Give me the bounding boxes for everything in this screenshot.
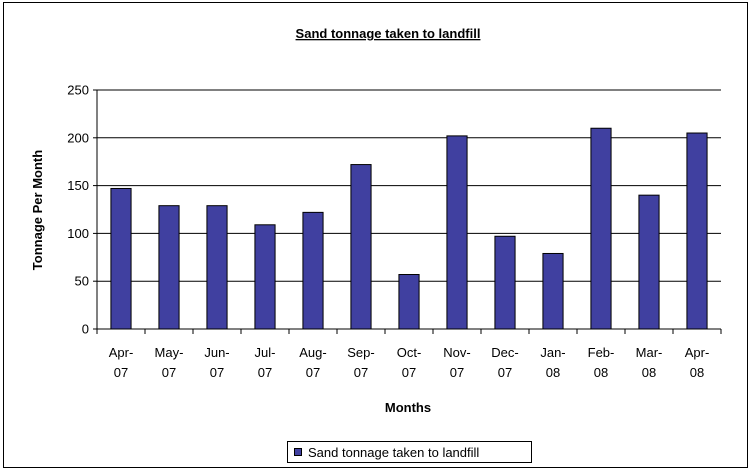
x-tick-label-line: 08: [642, 365, 656, 380]
legend-swatch: [294, 448, 302, 456]
bar: [254, 224, 276, 330]
x-tick-label-line: 07: [498, 365, 512, 380]
x-tick-label: Aug- 07: [299, 345, 326, 380]
x-tick-label: Feb- 08: [588, 345, 615, 380]
bar: [110, 187, 132, 330]
bar: [638, 194, 660, 330]
x-tick-label-line: 07: [450, 365, 464, 380]
x-tick-label-line: Jul-: [255, 345, 276, 360]
bar: [446, 135, 468, 330]
x-tick-label-line: Sep-: [347, 345, 374, 360]
x-tick-label: Nov- 07: [443, 345, 470, 380]
y-tick-label: 150: [67, 178, 89, 193]
x-tick-label-line: 07: [354, 365, 368, 380]
x-tick-label-line: 07: [258, 365, 272, 380]
bar: [206, 205, 228, 330]
x-tick-label-line: Apr-: [109, 345, 134, 360]
x-tick-label-line: Jun-: [204, 345, 229, 360]
gridlines: [93, 89, 721, 330]
chart-title: Sand tonnage taken to landfill: [296, 26, 481, 41]
bar: [158, 205, 180, 330]
x-tick-label-line: May-: [155, 345, 184, 360]
axes: [96, 90, 722, 334]
x-tick-labels: Apr-07May-07Jun-07Jul-07Aug-07Sep-07Oct-…: [109, 345, 710, 380]
bar: [350, 164, 372, 330]
x-tick-label-line: 08: [594, 365, 608, 380]
bar: [398, 274, 420, 330]
x-tick-label: Dec- 07: [491, 345, 518, 380]
x-tick-label: Jan- 08: [540, 345, 565, 380]
y-tick-label: 250: [67, 83, 89, 98]
x-tick-label-line: Nov-: [443, 345, 470, 360]
x-tick-label-line: 08: [690, 365, 704, 380]
x-tick-label-line: 07: [210, 365, 224, 380]
x-tick-label-line: Apr-: [685, 345, 710, 360]
x-tick-label-line: 07: [114, 365, 128, 380]
x-tick-label-line: Oct-: [397, 345, 422, 360]
x-tick-label: Jul- 07: [255, 345, 276, 380]
x-tick-label: Oct- 07: [397, 345, 422, 380]
y-axis-title: Tonnage Per Month: [30, 150, 45, 270]
x-tick-label-line: 07: [162, 365, 176, 380]
bar: [302, 211, 324, 330]
x-tick-label-line: Jan-: [540, 345, 565, 360]
x-tick-label: Sep- 07: [347, 345, 374, 380]
bar: [542, 252, 564, 330]
x-tick-label-line: Aug-: [299, 345, 326, 360]
x-tick-label-line: Feb-: [588, 345, 615, 360]
bar: [686, 132, 708, 330]
bar: [494, 235, 516, 330]
legend-label: Sand tonnage taken to landfill: [308, 444, 480, 460]
y-tick-label: 200: [67, 130, 89, 145]
x-tick-label-line: 07: [402, 365, 416, 380]
y-tick-label: 50: [75, 274, 89, 289]
x-tick-label: Apr- 08: [685, 345, 710, 380]
x-tick-label: Jun- 07: [204, 345, 229, 380]
x-tick-label-line: Mar-: [636, 345, 663, 360]
y-tick-label: 0: [82, 322, 89, 337]
x-tick-label: Apr- 07: [109, 345, 134, 380]
x-tick-label-line: 07: [306, 365, 320, 380]
bars: [110, 127, 708, 330]
legend: Sand tonnage taken to landfill: [287, 441, 532, 463]
x-tick-label: May- 07: [155, 345, 184, 380]
x-tick-label-line: 08: [546, 365, 560, 380]
y-tick-label: 100: [67, 226, 89, 241]
x-tick-label-line: Dec-: [491, 345, 518, 360]
bar: [590, 127, 612, 330]
y-tick-labels: 0 50 100 150 200 250: [67, 83, 89, 337]
x-axis-title: Months: [385, 400, 431, 415]
x-tick-label: Mar- 08: [636, 345, 663, 380]
